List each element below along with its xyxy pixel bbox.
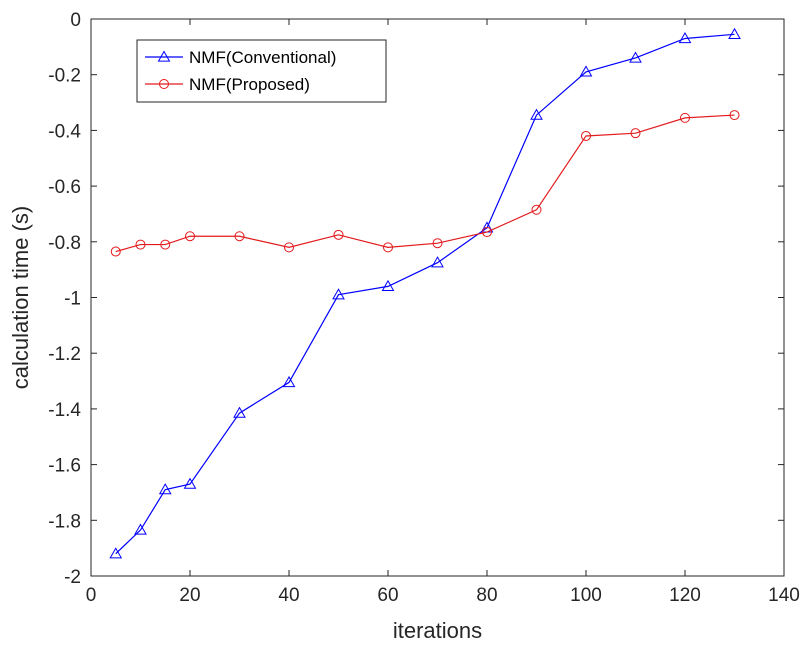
data-point <box>109 547 123 559</box>
data-point <box>160 239 171 250</box>
x-axis-title: iterations <box>393 618 482 643</box>
data-point <box>333 229 344 240</box>
data-point <box>432 238 443 249</box>
data-point <box>581 130 591 141</box>
y-tick-label: -0.8 <box>48 233 81 254</box>
plot-series <box>109 27 741 559</box>
data-point <box>383 242 393 253</box>
data-point <box>282 375 296 388</box>
y-tick-label: -0.6 <box>48 177 81 198</box>
x-tick-label: 60 <box>377 585 398 606</box>
data-point <box>183 477 197 489</box>
axes: 0 20 40 60 80 100 120 140 -2 -1.8 -1.6 -1.4 -1.2 -1 -0… <box>48 10 800 606</box>
data-point <box>729 110 740 121</box>
y-tick-label: -1.8 <box>48 511 81 532</box>
x-tick-label: 0 <box>86 585 97 606</box>
data-point <box>284 242 294 253</box>
y-tick-label: 0 <box>70 10 81 31</box>
y-tick-label: -2 <box>64 567 81 588</box>
circle-marker-icon <box>159 79 169 89</box>
series-line <box>115 33 735 555</box>
y-tick-label: -0.2 <box>48 66 81 87</box>
y-tick-label: -1 <box>64 289 81 310</box>
data-point <box>158 483 172 495</box>
data-point <box>135 239 146 250</box>
legend-item: NMF(Proposed) <box>145 75 310 94</box>
data-point <box>134 523 147 535</box>
data-point <box>678 31 692 44</box>
legend-item: NMF(Conventional) <box>145 48 336 67</box>
x-tick-label: 80 <box>476 585 497 606</box>
y-tick-label: -1.2 <box>48 344 81 365</box>
data-point <box>629 51 642 63</box>
x-tick-label: 40 <box>278 585 299 606</box>
data-point <box>431 256 444 268</box>
data-point <box>185 231 195 242</box>
series-line <box>115 114 735 253</box>
series-proposed <box>110 110 740 257</box>
data-point <box>630 128 641 139</box>
data-point <box>234 231 245 242</box>
y-axis-title: calculation time (s) <box>8 206 33 389</box>
legend-label: NMF(Conventional) <box>189 48 336 67</box>
y-tick-label: -0.4 <box>48 121 81 142</box>
data-point <box>482 227 492 238</box>
x-tick-label: 120 <box>669 585 701 606</box>
data-point <box>531 204 542 215</box>
x-tick-label: 20 <box>179 585 200 606</box>
y-tick-label: -1.4 <box>48 400 81 421</box>
plot-area <box>90 18 785 577</box>
triangle-marker-icon <box>157 50 171 62</box>
data-point <box>332 288 345 300</box>
data-point <box>579 65 593 77</box>
data-point <box>233 406 246 418</box>
x-tick-label: 100 <box>570 585 602 606</box>
x-tick-label: 140 <box>768 585 800 606</box>
legend-label: NMF(Proposed) <box>189 75 310 94</box>
legend-box <box>136 39 387 103</box>
data-point <box>110 246 121 257</box>
series-conventional <box>109 27 741 559</box>
data-point <box>680 112 690 123</box>
data-point <box>728 27 741 39</box>
legend: NMF(Conventional) NMF(Proposed) <box>136 39 387 103</box>
data-point <box>530 108 543 120</box>
y-tick-label: -1.6 <box>48 456 81 477</box>
data-point <box>381 279 395 291</box>
